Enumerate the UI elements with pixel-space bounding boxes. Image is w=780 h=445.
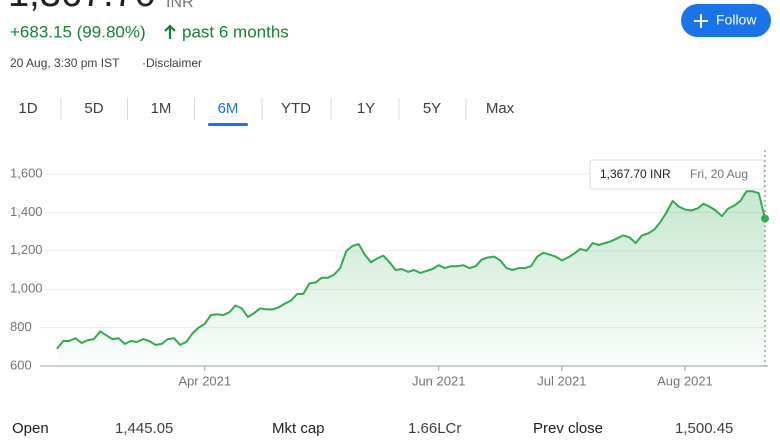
up-arrow (164, 24, 176, 39)
currency: INR (166, 0, 194, 11)
x-tick-label: Jul 2021 (537, 373, 586, 388)
tab[interactable]: 5Y (423, 100, 441, 117)
stat-label: Open (12, 420, 49, 437)
follow-bg (681, 4, 771, 37)
tab[interactable]: 1Y (357, 100, 375, 117)
plus-icon (694, 14, 708, 28)
follow-label: Follow (716, 12, 757, 28)
follow-button[interactable]: Follow (681, 4, 771, 37)
tab[interactable]: 6M (218, 100, 239, 117)
y-tick-label: 1,600 (10, 165, 43, 180)
x-tick-label: Apr 2021 (178, 373, 231, 388)
change: +683.15 (99.80%) (10, 22, 146, 41)
price: 1,367.70 (8, 0, 156, 15)
tooltip-price: 1,367.70 INR (600, 167, 671, 181)
tooltip-bg (589, 159, 765, 190)
disclaimer[interactable]: ·Disclaimer (142, 56, 202, 70)
y-tick-label: 1,200 (10, 242, 43, 257)
stats-row: Open 1,445.05 Mkt cap 1.66LCr Prev close 1,50… (12, 420, 733, 437)
y-tick-label: 800 (10, 319, 32, 334)
y-tick-label: 600 (10, 357, 32, 372)
stat-value: 1,500.45 (675, 420, 733, 437)
chart: 600 800 1,000 1,200 1,400 1,600 Apr 2021 Jun 20… (10, 150, 769, 388)
period: past 6 months (182, 22, 289, 41)
stat-value: 1,445.05 (115, 420, 173, 437)
price-line (56, 190, 766, 350)
tab[interactable]: Max (486, 100, 515, 117)
stat-value: 1.66LCr (408, 420, 461, 437)
tab[interactable]: 1M (151, 100, 172, 117)
last-point (761, 214, 769, 223)
y-tick-label: 1,400 (10, 204, 43, 219)
x-tick-label: Jun 2021 (412, 373, 466, 388)
tab[interactable]: 5D (84, 100, 103, 117)
y-tick-label: 1,000 (10, 281, 43, 296)
area-fill (57, 191, 765, 366)
range-tabs: 1D 5D 1M 6M YTD 1Y 5Y Max (18, 98, 515, 126)
stat-label: Mkt cap (272, 420, 325, 437)
tab-underline (208, 123, 248, 126)
timestamp: 20 Aug, 3:30 pm IST (10, 56, 120, 70)
tooltip-date: Fri, 20 Aug (690, 167, 748, 181)
tab[interactable]: 1D (18, 100, 37, 117)
x-tick-label: Aug 2021 (657, 373, 713, 388)
tab[interactable]: YTD (281, 100, 311, 117)
stat-label: Prev close (533, 420, 603, 437)
